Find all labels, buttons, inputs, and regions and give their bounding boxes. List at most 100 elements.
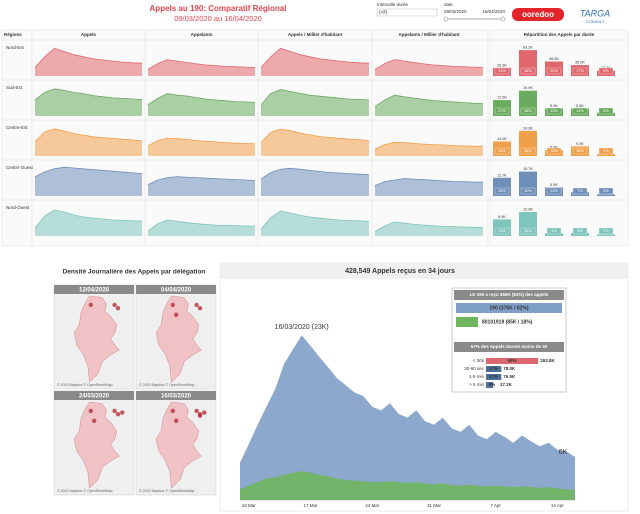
region-name: Centre-Est xyxy=(6,125,28,130)
share-box xyxy=(520,107,536,115)
sparkline-area xyxy=(35,48,142,76)
share-box xyxy=(572,107,588,115)
map-date: 04/04/2020 xyxy=(161,288,192,294)
sparkline-line xyxy=(34,88,143,101)
duration-bar xyxy=(545,233,563,236)
bar-value-label: 5.9K xyxy=(550,104,558,108)
share-box xyxy=(520,67,536,75)
map-date-bar xyxy=(54,285,134,294)
regional-table: Régions Appels Appelants Appels / Millier d… xyxy=(1,29,629,247)
map-hotspot xyxy=(112,408,117,414)
share-box xyxy=(598,187,614,195)
map-hotspot xyxy=(88,408,94,414)
map-shape xyxy=(73,401,120,489)
share-box xyxy=(572,67,588,75)
filter-dropdown[interactable] xyxy=(376,8,438,17)
share-box xyxy=(546,147,562,155)
share-box xyxy=(572,227,588,235)
filter-label: Intervalle durée xyxy=(377,2,409,7)
bar-share-label: 40% xyxy=(524,189,532,193)
duration-count: 76.5K xyxy=(503,374,516,379)
map-date-bar xyxy=(54,391,134,400)
sparkline-area xyxy=(148,93,255,116)
x-tick-label: 7 Apr xyxy=(490,503,501,508)
legend-label: 190 (375K / 82%) xyxy=(489,305,529,311)
bar-value-label: 5.5K xyxy=(550,183,558,187)
map-hotspot xyxy=(174,418,179,423)
map-hotspot xyxy=(170,408,175,414)
share-box xyxy=(598,107,614,115)
maps-panel: Densité Journalière des Appels par délég… xyxy=(53,269,217,496)
duration-label: > 5 min xyxy=(469,382,484,387)
x-tick-label: 17 Mar xyxy=(304,503,319,508)
region-name: Sud-Est xyxy=(6,85,23,90)
map-hotspot xyxy=(194,408,199,414)
sparkline-line xyxy=(147,59,256,70)
share-box xyxy=(598,147,614,155)
legend-head xyxy=(454,290,564,300)
bar-share-label: 38% xyxy=(524,149,532,153)
duration-share: 17% xyxy=(489,374,498,379)
map-credit: © 2020 Mapbox © OpenStreetMap xyxy=(57,383,112,387)
duration-bar xyxy=(486,366,502,372)
sparkline-area xyxy=(375,222,483,236)
bar-share-label: 2% xyxy=(603,229,609,233)
bar-value-label: 11.7K xyxy=(497,173,507,177)
bar-value-label: 12.5K xyxy=(497,96,507,100)
sparkline-area xyxy=(148,138,255,156)
bar-share-label: 12% xyxy=(550,149,558,153)
sparkline-line xyxy=(260,47,370,68)
bar-share-label: 14% xyxy=(550,189,558,193)
region-name: Nord-Est xyxy=(6,45,25,50)
slider-handle[interactable] xyxy=(443,16,449,22)
x-tick-label: 14 Apr xyxy=(551,503,565,508)
filter-value: (All) xyxy=(379,10,387,15)
map-shape xyxy=(155,401,202,489)
bar-share-label: 7% xyxy=(577,189,583,193)
subtitle: 09/03/2020 au 16/04/2020 xyxy=(174,14,262,23)
sparkline-area xyxy=(148,220,255,236)
map-credit: © 2020 Mapbox © OpenStreetMap xyxy=(139,383,194,387)
map-hotspot xyxy=(92,418,97,423)
bar-value-label: 14.0K xyxy=(497,137,507,141)
bar-value-label: 19.9K xyxy=(523,86,533,90)
sparkline-line xyxy=(34,209,143,229)
map-hotspot xyxy=(197,306,203,311)
share-box xyxy=(494,227,510,235)
legend-label: 80101919 (85K / 18%) xyxy=(482,319,533,325)
slider-handle[interactable] xyxy=(500,16,506,22)
column-header: Appels / Millier d'habitant xyxy=(288,32,343,37)
sparkline-line xyxy=(374,94,484,107)
area xyxy=(240,335,575,500)
sparkline-area xyxy=(35,167,142,196)
x-tick-label: 31 Mar xyxy=(427,503,442,508)
sparkline-line xyxy=(260,89,370,105)
bar-share-label: 6% xyxy=(603,109,609,113)
chart-title: 428,549 Appels reçus en 34 jours xyxy=(345,268,455,275)
column-header: Appelants xyxy=(191,32,213,37)
sparkline-line xyxy=(374,59,484,70)
share-box xyxy=(494,147,510,155)
map-credit: © 2020 Mapbox © OpenStreetMap xyxy=(57,489,112,493)
sparkline-area xyxy=(148,176,255,196)
share-box xyxy=(546,187,562,195)
logo-ooredoo xyxy=(512,8,564,21)
share-box xyxy=(520,227,536,235)
bar-share-label: 26% xyxy=(498,189,506,193)
map-date-bar xyxy=(136,285,216,294)
map-shape xyxy=(73,295,120,383)
duration-share: 8% xyxy=(489,382,496,387)
sparkline-line xyxy=(374,141,484,150)
area xyxy=(240,471,575,500)
duration-bar xyxy=(597,112,615,116)
bar-share-label: 33% xyxy=(524,229,532,233)
bar-share-label: 4% xyxy=(551,229,557,233)
sparkline-line xyxy=(374,178,484,187)
date-label: date xyxy=(444,2,453,7)
duration-count: 37.2K xyxy=(500,382,513,387)
sparkline-area xyxy=(261,89,369,116)
duration-bar xyxy=(597,234,615,236)
map-date: 16/03/2020 xyxy=(161,394,192,400)
bar-value-label: 35.0K xyxy=(575,61,585,65)
